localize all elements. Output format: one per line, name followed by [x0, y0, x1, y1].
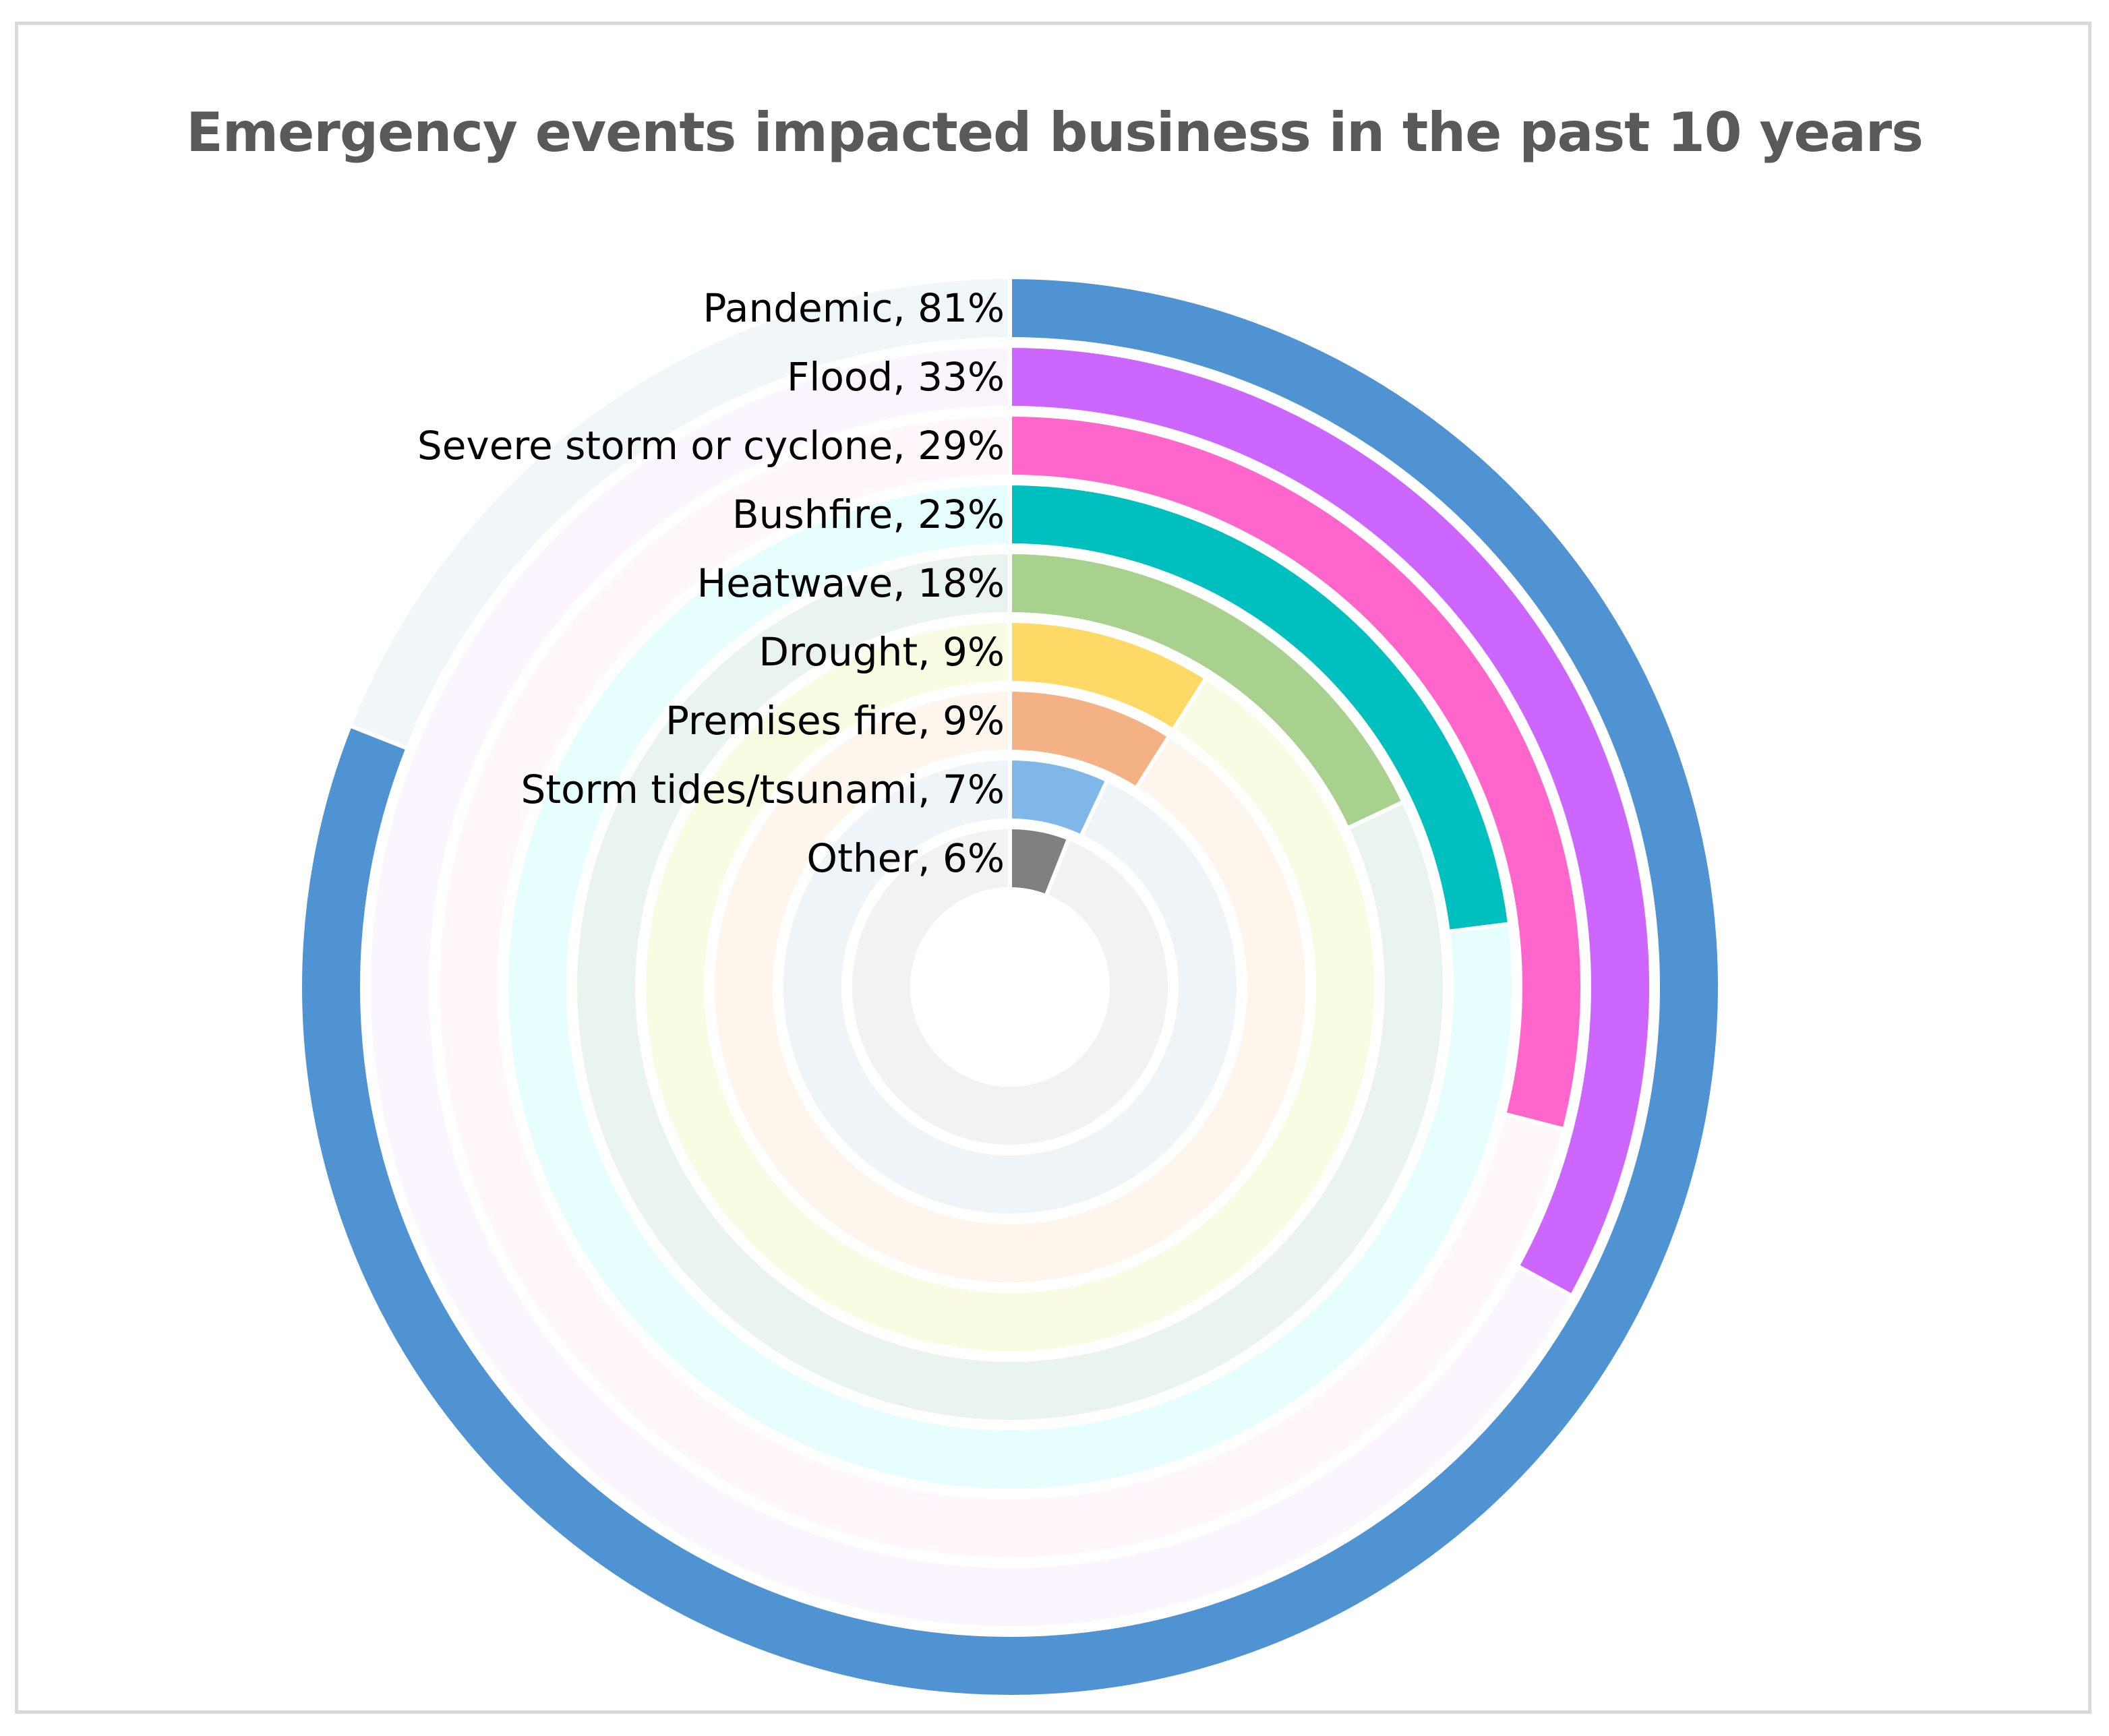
- label-severe-storm-or-cyclone: Severe storm or cyclone, 29%: [417, 423, 1005, 469]
- label-other: Other, 6%: [806, 835, 1005, 881]
- label-heatwave: Heatwave, 18%: [697, 560, 1005, 606]
- bar-storm-tides-tsunami: [1008, 756, 1110, 839]
- label-storm-tides-tsunami: Storm tides/tsunami, 7%: [521, 767, 1005, 812]
- label-flood: Flood, 33%: [787, 354, 1005, 400]
- track-storm-tides-tsunami: [779, 756, 1241, 1218]
- label-drought: Drought, 9%: [759, 629, 1005, 675]
- bar-heatwave: [1008, 549, 1406, 831]
- label-bushfire: Bushfire, 23%: [732, 491, 1005, 537]
- bar-pandemic: [298, 274, 1722, 1699]
- track-bushfire: [504, 481, 1516, 1493]
- bar-flood: [1008, 343, 1653, 1299]
- track-severe-storm-or-cyclone: [436, 412, 1567, 1561]
- track-flood: [367, 343, 1575, 1630]
- bar-drought: [1008, 618, 1210, 734]
- bar-severe-storm-or-cyclone: [1008, 412, 1584, 1132]
- chart-title: Emergency events impacted business in th…: [186, 101, 1924, 164]
- bar-premises-fire: [1008, 687, 1172, 791]
- track-other: [848, 825, 1172, 1149]
- bar-bushfire: [1008, 481, 1512, 934]
- category-labels: Pandemic, 81% Flood, 33% Severe storm or c…: [417, 285, 1005, 881]
- label-pandemic: Pandemic, 81%: [703, 285, 1005, 331]
- ring-tracks: [347, 274, 1575, 1630]
- label-premises-fire: Premises fire, 9%: [665, 698, 1005, 744]
- bar-other: [1008, 825, 1072, 899]
- track-premises-fire: [711, 687, 1309, 1286]
- ring-bars: [298, 274, 1722, 1699]
- track-drought: [641, 618, 1378, 1355]
- track-heatwave: [573, 549, 1447, 1424]
